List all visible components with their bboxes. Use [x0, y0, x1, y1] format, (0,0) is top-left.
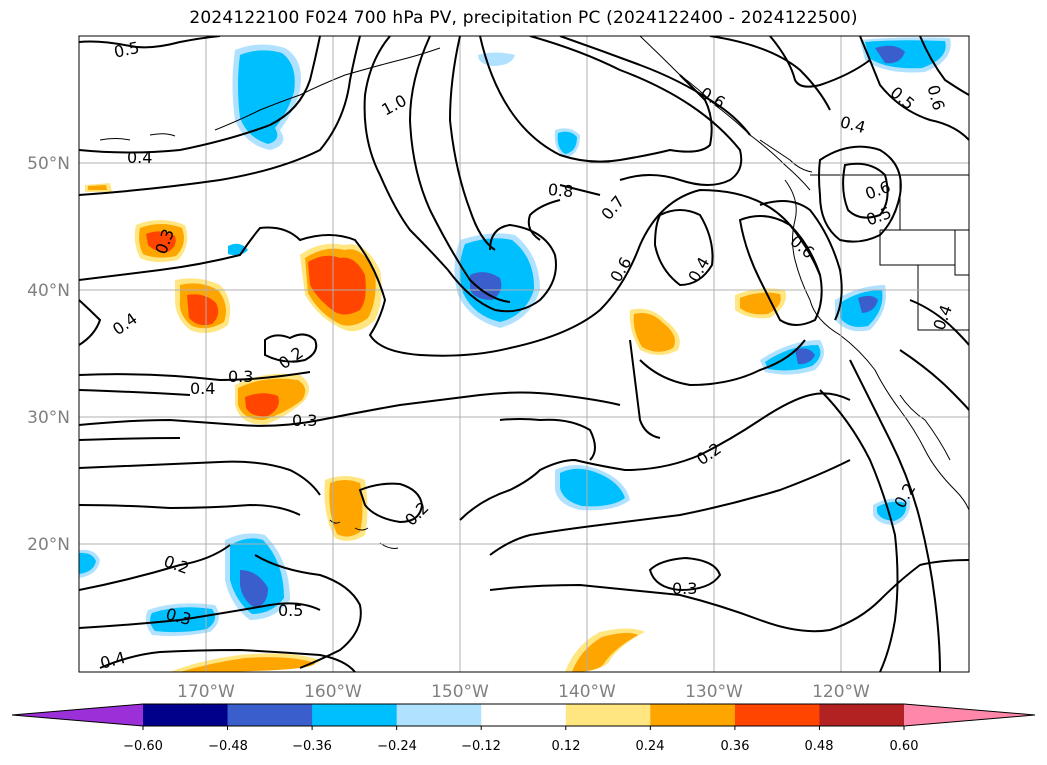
contour-label: 0.6 [924, 83, 949, 113]
contour-label: 0.3 [292, 411, 317, 430]
lon-label: 130°W [685, 682, 743, 702]
lon-label: 150°W [431, 682, 489, 702]
colorbar-segment [734, 704, 820, 726]
contour-label: 0.8 [547, 180, 574, 201]
lon-label: 160°W [304, 682, 362, 702]
map-title: 2024122100 F024 700 hPa PV, precipitatio… [189, 8, 858, 28]
colorbar-ticks: −0.60 −0.48 −0.36 −0.24 −0.12 0.12 0.24 … [123, 739, 918, 754]
contour-label: 0.3 [672, 579, 697, 598]
lat-label: 20°N [27, 535, 70, 555]
contour-label: 1.0 [378, 91, 409, 120]
colorbar-extend-max [904, 704, 1035, 726]
colorbar-segment [650, 704, 736, 726]
lat-label: 50°N [27, 154, 70, 174]
colorbar-segment [819, 704, 905, 726]
contour-label: 0.4 [98, 648, 128, 673]
contour-label: 0.5 [864, 203, 894, 230]
lat-label: 30°N [27, 408, 70, 428]
colorbar-tick: −0.24 [377, 739, 417, 754]
lon-label: 120°W [812, 682, 870, 702]
colorbar-segment [143, 704, 229, 726]
contour-label: 0.7 [597, 192, 628, 224]
lat-label: 40°N [27, 281, 70, 301]
contour-label: 0.2 [275, 343, 307, 373]
colorbar-segment [565, 704, 651, 726]
colorbar [11, 703, 1036, 730]
colorbar-tick: −0.12 [461, 739, 501, 754]
colorbar-tick: −0.60 [123, 739, 163, 754]
colorbar-tick: 0.48 [805, 739, 834, 754]
contour-label: 0.4 [109, 309, 141, 339]
colorbar-tick: 0.24 [636, 739, 665, 754]
colorbar-tick: 0.12 [552, 739, 581, 754]
contour-label: 0.2 [161, 551, 191, 578]
colorbar-tick: 0.36 [721, 739, 750, 754]
lon-label: 170°W [177, 682, 235, 702]
contour-label: 0.5 [112, 38, 141, 62]
contour-label: 0.6 [863, 177, 893, 204]
lon-label: 140°W [558, 682, 616, 702]
map-panel: 0.5 1.0 0.6 0.6 0.5 0.4 0.4 0.8 0.7 0.6 … [79, 36, 969, 673]
colorbar-tick: 0.60 [890, 739, 919, 754]
colorbar-tick: −0.48 [208, 739, 248, 754]
gridlines [79, 36, 969, 672]
colorbar-segment [227, 704, 313, 726]
colorbar-tick: −0.36 [292, 739, 332, 754]
contour-label: 0.4 [190, 379, 215, 398]
pv-contours [79, 36, 969, 672]
latitude-axis: 50°N 40°N 30°N 20°N [27, 154, 70, 555]
colorbar-segment [312, 704, 398, 726]
contour-label: 0.5 [887, 83, 919, 114]
map-frame [78, 35, 970, 673]
contour-label: 0.3 [228, 367, 253, 386]
contour-label: 0.2 [401, 498, 432, 529]
colorbar-extend-min [12, 704, 143, 726]
contour-label: 0.4 [684, 254, 713, 286]
contour-label: 0.5 [278, 601, 303, 620]
longitude-axis: 170°W 160°W 150°W 140°W 130°W 120°W [177, 682, 870, 702]
coastlines [99, 36, 969, 549]
colorbar-segment [396, 704, 482, 726]
contour-label: 0.4 [838, 112, 868, 137]
precip-negative-shading [79, 37, 951, 636]
precip-positive-shading [85, 183, 786, 672]
contour-label: 0.4 [127, 148, 152, 167]
colorbar-segment [481, 704, 567, 726]
contour-label: 0.6 [606, 254, 635, 286]
